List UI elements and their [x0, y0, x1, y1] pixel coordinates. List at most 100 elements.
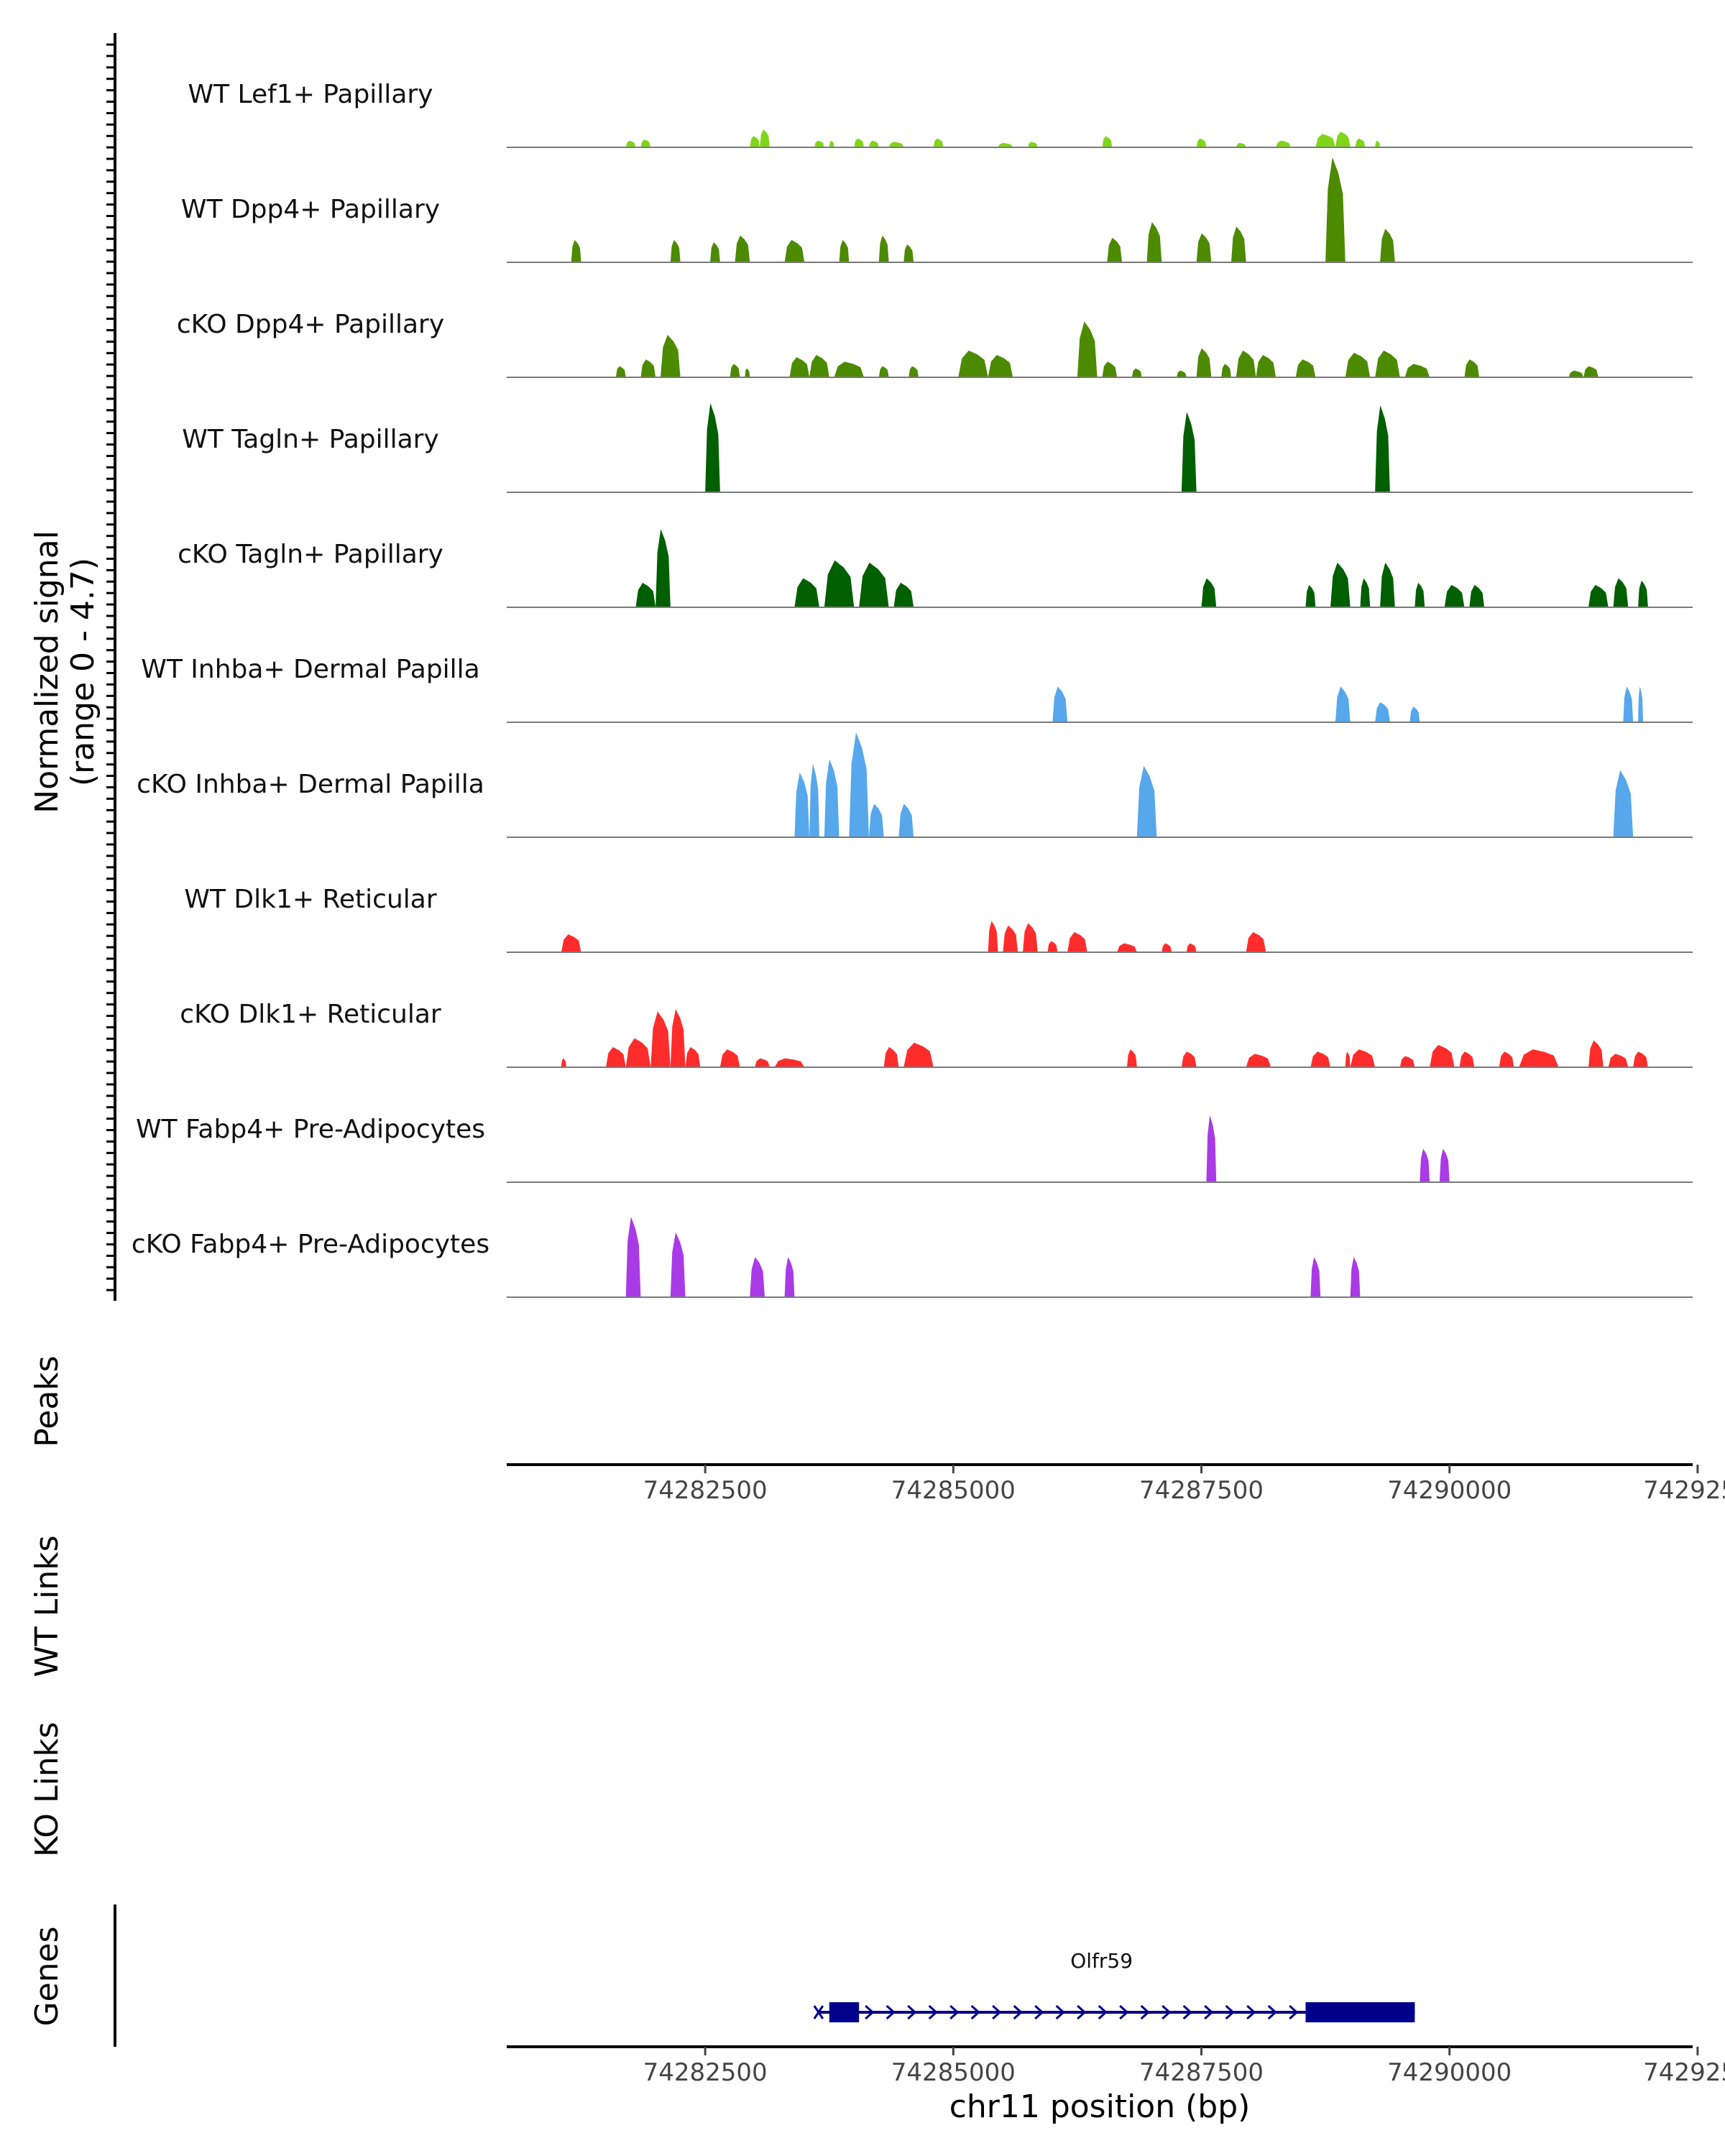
coverage-peak — [1375, 702, 1390, 722]
coverage-peak — [824, 759, 840, 837]
coverage-peak — [1588, 584, 1609, 607]
coverage-peak — [1399, 1056, 1415, 1067]
coverage-peak — [1325, 157, 1346, 262]
coverage-peak — [710, 242, 720, 262]
ko-links-track-label: KO Links — [29, 1722, 65, 1857]
strand-arrow — [949, 2004, 960, 2020]
coverage-peak — [988, 921, 998, 952]
coverage-peak — [1430, 1044, 1455, 1067]
coverage-peak — [1345, 1051, 1351, 1067]
coverage-peak — [670, 1009, 686, 1067]
coverage-peak — [1221, 364, 1231, 377]
coverage-peak — [794, 772, 810, 837]
coverage-peak — [1102, 136, 1113, 147]
coverage-peak — [625, 1217, 641, 1297]
coverage-peak — [1638, 686, 1643, 722]
coverage-peak — [1186, 943, 1197, 952]
strand-arrow — [1289, 2004, 1299, 2020]
coverage-peak — [1230, 226, 1246, 262]
coverage-peak — [1519, 1049, 1559, 1067]
coverage-peak — [1360, 578, 1371, 607]
x-tick-label: 74287500 — [1139, 2058, 1264, 2087]
coverage-peak — [1067, 932, 1087, 952]
x-tick-label: 74282500 — [643, 1476, 768, 1505]
track: WT Lef1+ Papillary — [188, 80, 1693, 148]
coverage-peak — [1583, 366, 1598, 377]
coverage-peak — [1608, 1054, 1629, 1067]
x-tick-label: 7429250 — [1643, 2058, 1725, 2087]
coverage-peak — [829, 140, 834, 147]
coverage-peak — [1459, 1051, 1475, 1067]
coverage-peak — [1315, 134, 1335, 147]
x-tick-label: 74285000 — [891, 2058, 1016, 2087]
track-label: WT Inhba+ Dermal Papilla — [141, 655, 479, 684]
track: WT Dlk1+ Reticular — [184, 885, 1693, 953]
coverage-peak — [635, 582, 656, 607]
strand-arrow — [1162, 2004, 1172, 2020]
track-label: WT Tagln+ Papillary — [182, 425, 439, 454]
strand-arrow — [992, 2004, 1002, 2020]
coverage-peak — [1196, 233, 1212, 262]
strand-arrow — [1098, 2004, 1108, 2020]
strand-arrow — [970, 2004, 980, 2020]
x-tick-label: 74282500 — [643, 2058, 768, 2087]
coverage-peak — [868, 140, 879, 147]
coverage-peak — [898, 803, 914, 837]
coverage-peak — [1177, 370, 1187, 377]
coverage-peak — [1613, 770, 1634, 837]
coverage-peak — [735, 235, 750, 262]
track: WT Inhba+ Dermal Papilla — [141, 655, 1693, 723]
coverage-peak — [1375, 350, 1400, 377]
coverage-peak — [1404, 364, 1430, 377]
x-tick-label: 74285000 — [891, 1476, 1016, 1505]
coverage-peak — [1181, 412, 1197, 492]
coverage-peak — [1126, 1049, 1137, 1067]
coverage-peak — [1295, 359, 1316, 377]
coverage-peak — [705, 402, 720, 492]
coverage-peak — [625, 1038, 651, 1067]
coverage-peak — [1276, 140, 1291, 147]
gene-exon — [829, 2002, 860, 2022]
coverage-peak — [1196, 348, 1212, 377]
coverage-peak — [814, 140, 824, 147]
strand-arrow — [886, 2004, 896, 2020]
coverage-peak — [1310, 1051, 1331, 1067]
coverage-peak — [1181, 1051, 1197, 1067]
genes-track-label: Genes — [29, 1926, 65, 2026]
track: cKO Dpp4+ Papillary — [177, 310, 1693, 378]
coverage-peak — [1355, 138, 1366, 147]
coverage-peak — [1420, 1148, 1430, 1182]
coverage-peak — [878, 366, 889, 377]
coverage-peak — [854, 138, 865, 147]
x-tick-label: 74287500 — [1139, 1476, 1264, 1505]
coverage-peak — [1588, 1040, 1604, 1067]
coverage-peak — [1201, 578, 1217, 607]
strand-arrow — [1204, 2004, 1214, 2020]
coverage-peak — [1305, 584, 1316, 607]
strand-arrow — [1034, 2004, 1044, 2020]
coverage-peak — [1335, 686, 1351, 722]
x-axis-title: chr11 position (bp) — [949, 2088, 1251, 2125]
strand-arrow — [1246, 2004, 1256, 2020]
track: WT Tagln+ Papillary — [182, 402, 1693, 493]
coverage-peak — [1310, 1257, 1321, 1297]
track-label: WT Fabp4+ Pre-Adipocytes — [136, 1115, 485, 1144]
coverage-peak — [834, 361, 865, 377]
coverage-peak — [1162, 943, 1172, 952]
coverage-peak — [1568, 370, 1584, 377]
coverage-peak — [1345, 352, 1371, 377]
coverage-peak — [650, 1011, 671, 1067]
x-tick-label: 74290000 — [1387, 1476, 1512, 1505]
track-label: WT Dpp4+ Papillary — [181, 195, 440, 224]
track-label: cKO Fabp4+ Pre-Adipocytes — [132, 1230, 489, 1259]
coverage-peak — [988, 354, 1013, 377]
gene-name: Olfr59 — [1070, 1949, 1133, 1973]
gene-models: Olfr59 — [813, 1949, 1415, 2022]
coverage-peak — [750, 1257, 765, 1297]
coverage-peak — [903, 1042, 934, 1067]
track-label: WT Dlk1+ Reticular — [184, 885, 436, 914]
coverage-peak — [789, 357, 810, 377]
track: cKO Dlk1+ Reticular — [180, 1000, 1693, 1068]
coverage-peak — [606, 1047, 626, 1067]
